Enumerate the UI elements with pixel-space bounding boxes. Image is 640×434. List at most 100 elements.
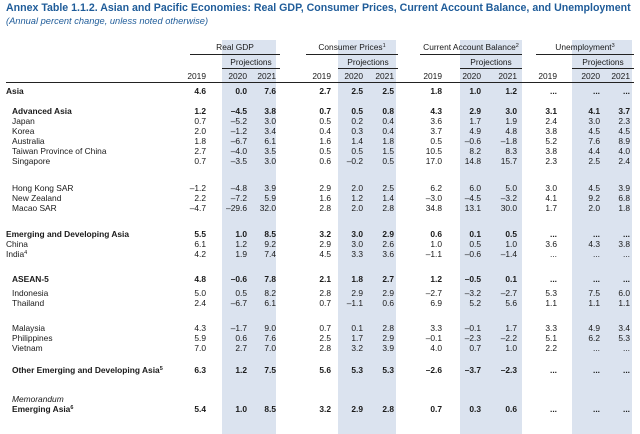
column-group-header: Current Account Balance2: [423, 42, 519, 52]
table-cell: –1.4: [500, 249, 517, 259]
table-cell: 1.2: [351, 193, 363, 203]
table-cell: 0.5: [319, 116, 331, 126]
table-cell: ...: [623, 274, 630, 284]
table-cell: 6.1: [264, 298, 276, 308]
table-cell: –2.3: [464, 333, 481, 343]
footnote-marker: 3: [611, 43, 615, 49]
table-cell: 6.9: [430, 298, 442, 308]
table-cell: 2.9: [469, 106, 481, 116]
row-label: Hong Kong SAR: [12, 183, 74, 193]
table-cell: –0.6: [464, 249, 481, 259]
table-cell: 0.2: [351, 116, 363, 126]
table-cell: 3.0: [545, 183, 557, 193]
table-cell: 4.8: [194, 274, 206, 284]
table-cell: 5.9: [194, 333, 206, 343]
table-cell: 2.5: [382, 86, 394, 96]
table-cell: 1.0: [505, 343, 517, 353]
table-row: Emerging and Developing Asia 5.5 1.0 8.5 3.2…: [0, 229, 640, 239]
table-cell: ...: [593, 249, 600, 259]
table-cell: 6.2: [588, 333, 600, 343]
table-cell: 7.4: [264, 249, 276, 259]
table-cell: 4.8: [505, 126, 517, 136]
row-label: Asia: [6, 86, 24, 96]
table-row: Thailand 2.4 –6.7 6.1 0.7 –1.1 0.6 6.9 5.2 5.6 1.1…: [0, 298, 640, 308]
table-cell: 1.0: [505, 239, 517, 249]
table-cell: 0.6: [505, 404, 517, 414]
table-cell: ...: [593, 274, 600, 284]
table-cell: 0.5: [505, 229, 517, 239]
table-cell: ...: [623, 86, 630, 96]
table-cell: 1.7: [545, 203, 557, 213]
table-cell: 0.4: [319, 126, 331, 136]
table-cell: 5.2: [469, 298, 481, 308]
header-rule: [536, 54, 634, 55]
table-cell: 0.5: [382, 156, 394, 166]
table-cell: 0.6: [235, 333, 247, 343]
table-cell: 2.6: [382, 239, 394, 249]
row-label: New Zealand: [12, 193, 62, 203]
table-cell: 0.5: [351, 106, 363, 116]
table-cell: 2.1: [319, 274, 331, 284]
table-cell: 1.4: [351, 136, 363, 146]
table-row: Malaysia 4.3 –1.7 9.0 0.7 0.1 2.8 3.3 –0.1 1.7 3.3…: [0, 323, 640, 333]
table-cell: 2.7: [235, 343, 247, 353]
table-row: Other Emerging and Developing Asia5 6.3 1.…: [0, 365, 640, 375]
header-rule: [420, 54, 522, 55]
table-cell: 0.5: [319, 146, 331, 156]
table-cell: 0.5: [469, 239, 481, 249]
table-cell: 2.5: [351, 86, 363, 96]
table-cell: –6.7: [230, 136, 247, 146]
table-cell: ...: [550, 86, 557, 96]
table-row: China 6.1 1.2 9.2 2.9 3.0 2.6 1.0 0.5 1.0 3.6 4.3 3.…: [0, 239, 640, 249]
table-cell: 1.4: [382, 193, 394, 203]
table-row: India4 4.2 1.9 7.4 4.5 3.3 3.6 –1.1 –0.6 –1.4....…: [0, 249, 640, 259]
table-cell: 1.8: [618, 203, 630, 213]
table-cell: 1.7: [469, 116, 481, 126]
table-cell: 1.0: [469, 86, 481, 96]
table-cell: 5.9: [264, 193, 276, 203]
table-cell: 2.5: [319, 333, 331, 343]
table-cell: 5.3: [351, 365, 363, 375]
table-cell: 2.8: [382, 323, 394, 333]
table-cell: –7.2: [230, 193, 247, 203]
table-cell: –1.8: [500, 136, 517, 146]
row-label: Emerging Asia6: [12, 404, 74, 414]
table-cell: ...: [550, 274, 557, 284]
table-cell: 4.5: [618, 126, 630, 136]
table-cell: 0.6: [319, 156, 331, 166]
header-rule: [190, 54, 280, 55]
table-cell: 8.5: [264, 404, 276, 414]
table-cell: –0.6: [230, 274, 247, 284]
table-cell: 3.8: [618, 239, 630, 249]
table-cell: 1.9: [235, 249, 247, 259]
table-cell: 2.0: [351, 203, 363, 213]
table-cell: 7.5: [264, 365, 276, 375]
table-cell: 0.7: [319, 106, 331, 116]
table-cell: 3.1: [545, 106, 557, 116]
table-cell: 3.3: [545, 323, 557, 333]
table-cell: 3.2: [351, 343, 363, 353]
projections-rule: [572, 68, 634, 69]
projections-label: Projections: [470, 57, 512, 67]
table-cell: 4.4: [588, 146, 600, 156]
table-row: Macao SAR –4.7 –29.6 32.0 2.8 2.0 2.8 34.8 13.1 3…: [0, 203, 640, 213]
row-label: Indonesia: [12, 288, 49, 298]
table-cell: 0.5: [430, 136, 442, 146]
table-cell: 2.7: [382, 274, 394, 284]
table-cell: –0.5: [464, 274, 481, 284]
table-cell: 4.0: [618, 146, 630, 156]
table-cell: 2.9: [382, 229, 394, 239]
table-cell: –3.5: [230, 156, 247, 166]
table-cell: 34.8: [425, 203, 442, 213]
table-cell: 2.7: [319, 86, 331, 96]
projections-label: Projections: [347, 57, 389, 67]
table-cell: 6.2: [430, 183, 442, 193]
table-cell: 1.5: [382, 146, 394, 156]
table-cell: 2.9: [351, 288, 363, 298]
table-cell: 1.2: [505, 86, 517, 96]
year-header: 2019: [538, 71, 557, 81]
column-group-header: Unemployment3: [555, 42, 615, 52]
table-cell: 14.8: [464, 156, 481, 166]
table-cell: ...: [623, 343, 630, 353]
table-cell: 7.0: [264, 343, 276, 353]
